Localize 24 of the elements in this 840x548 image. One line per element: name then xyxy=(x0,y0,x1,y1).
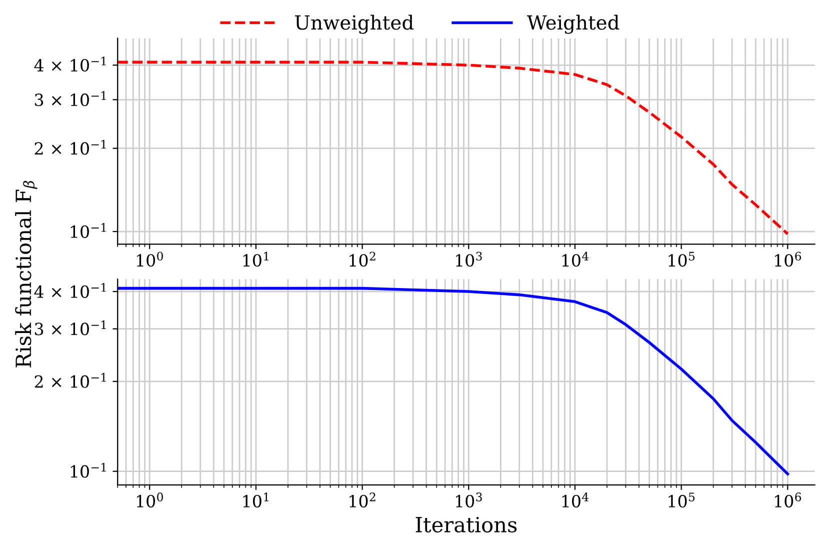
x-tick-label: 10$^{2}$ xyxy=(350,492,376,508)
x-tick-label: 10$^{4}$ xyxy=(562,252,588,267)
x-tick-label: 10$^{5}$ xyxy=(668,492,695,508)
y-tick-label: 2 × 10$^{−1}$ xyxy=(34,140,106,155)
x-tick-label: 10$^{0}$ xyxy=(136,252,163,267)
x-tick-label: 10$^{4}$ xyxy=(562,492,588,508)
y-tick-label: 4 × 10$^{−1}$ xyxy=(34,56,106,72)
legend-label: Unweighted xyxy=(295,14,414,34)
y-tick-label: 3 × 10$^{−1}$ xyxy=(34,91,106,106)
legend-label: Weighted xyxy=(527,14,620,34)
y-tick-label: 10$^{−1}$ xyxy=(70,223,106,238)
y-tick-label: 2 × 10$^{−1}$ xyxy=(34,372,106,388)
x-tick-label: 10$^{3}$ xyxy=(456,252,482,267)
x-tick-label: 10$^{6}$ xyxy=(775,492,802,508)
x-axis-title: Iterations xyxy=(416,516,517,533)
x-tick-label: 10$^{2}$ xyxy=(350,252,376,267)
x-tick-label: 10$^{6}$ xyxy=(775,252,802,267)
x-tick-label: 10$^{1}$ xyxy=(243,252,268,267)
y-tick-label: 10$^{−1}$ xyxy=(70,462,106,478)
y-tick-label: 3 × 10$^{−1}$ xyxy=(34,320,106,336)
x-tick-label: 10$^{1}$ xyxy=(243,492,268,508)
x-tick-label: 10$^{3}$ xyxy=(456,492,482,508)
x-tick-label: 10$^{5}$ xyxy=(668,252,695,267)
x-tick-label: 10$^{0}$ xyxy=(136,492,163,508)
